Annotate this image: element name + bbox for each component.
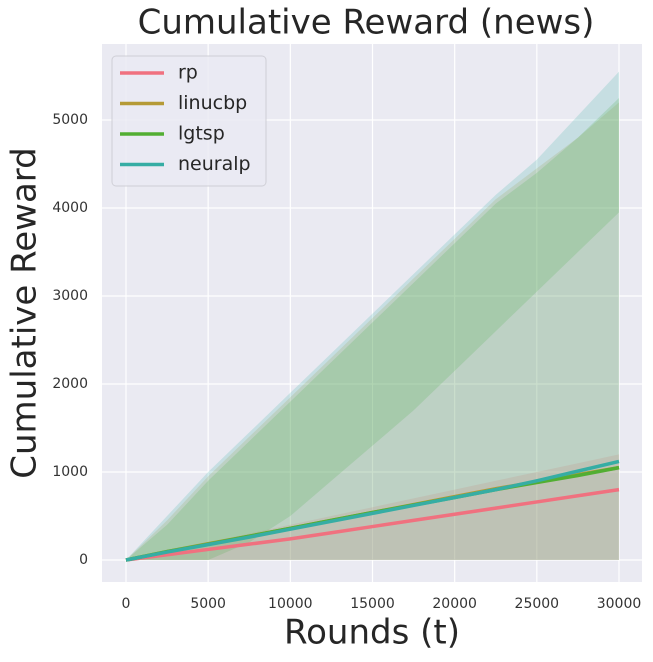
confidence-band — [125, 71, 619, 561]
x-tick-label: 25000 — [515, 596, 560, 612]
y-tick-label: 3000 — [52, 288, 88, 304]
y-tick-label: 5000 — [52, 112, 88, 128]
x-tick-label: 5000 — [190, 596, 226, 612]
confidence-band — [125, 454, 619, 561]
y-tick-label: 2000 — [52, 376, 88, 392]
x-tick-label: 15000 — [350, 596, 395, 612]
series-line — [125, 459, 620, 562]
y-tick-label: 0 — [79, 552, 88, 568]
legend-label: neuralp — [178, 153, 251, 175]
x-tick-label: 20000 — [432, 596, 477, 612]
legend-label: lgtsp — [178, 123, 225, 145]
y-tick-label: 1000 — [52, 464, 88, 480]
confidence-band — [125, 102, 619, 561]
chart-title: Cumulative Reward (news) — [138, 3, 595, 43]
y-axis-label: Cumulative Reward — [5, 147, 45, 478]
x-tick-label: 10000 — [268, 596, 313, 612]
x-axis-label: Rounds (t) — [284, 613, 460, 653]
legend-label: linucbp — [178, 92, 247, 114]
series-line — [125, 487, 620, 562]
x-tick-label: 0 — [122, 596, 131, 612]
confidence-band — [125, 98, 619, 561]
legend: rp linucbp lgtsp neuralp — [111, 55, 267, 187]
x-tick-label: 30000 — [597, 596, 642, 612]
y-tick-label: 4000 — [52, 200, 88, 216]
legend-box — [111, 55, 267, 187]
legend-label: rp — [178, 62, 198, 84]
